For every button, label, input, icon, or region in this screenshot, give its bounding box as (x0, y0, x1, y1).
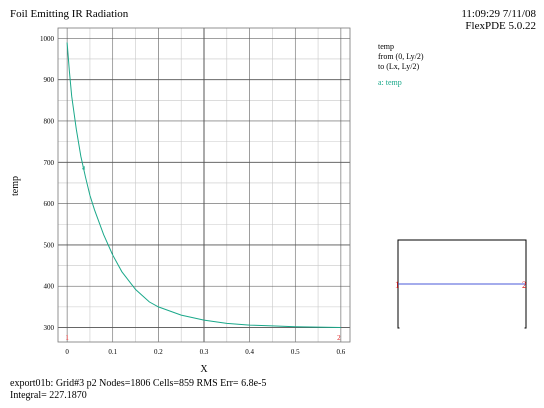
series-line-temp (66, 42, 341, 328)
y-tick-label: 700 (44, 159, 55, 167)
tick-labels: 0 0.1 0.2 0.3 0.4 0.5 0.6 300 400 500 600 700 800 900… (40, 35, 346, 356)
legend-from: from (0, Ly/2) (378, 52, 424, 61)
legend-to: to (Lx, Ly/2) (378, 62, 420, 71)
x-tick-label: 0.4 (245, 348, 254, 356)
axes (57, 27, 351, 343)
x-tick-label: 0.5 (291, 348, 300, 356)
plot-title: Foil Emitting IR Radiation (10, 8, 129, 20)
series-marker-a: a (82, 163, 86, 171)
timestamp: 11:09:29 7/11/08 (461, 8, 536, 20)
legend-variable: temp (378, 42, 394, 51)
grid (58, 28, 350, 342)
y-tick-label: 300 (44, 324, 55, 332)
y-tick-label: 800 (44, 117, 55, 125)
x-tick-label: 0 (65, 348, 69, 356)
y-tick-label: 900 (44, 76, 55, 84)
x-tick-label: 0.2 (154, 348, 163, 356)
legend: temp from (0, Ly/2) to (Lx, Ly/2) a: tem… (378, 42, 424, 88)
y-tick-label: 400 (44, 283, 55, 291)
inset-marker-1: 1 (395, 280, 400, 290)
end-marker-1: 1 (65, 334, 69, 342)
integral-value: Integral= 227.1870 (10, 390, 87, 401)
grid-stats: export01b: Grid#3 p2 Nodes=1806 Cells=85… (10, 378, 267, 389)
x-tick-label: 0.6 (337, 348, 346, 356)
x-tick-label: 0.3 (200, 348, 209, 356)
series-curve: a (66, 42, 341, 328)
footer: export01b: Grid#3 p2 Nodes=1806 Cells=85… (10, 378, 266, 402)
x-tick-label: 0.1 (108, 348, 117, 356)
line-location-inset: 1 2 (395, 239, 527, 330)
y-tick-label: 600 (44, 200, 55, 208)
plot-frame (57, 27, 351, 343)
inset-marker-2: 2 (522, 280, 527, 290)
version-label: FlexPDE 5.0.22 (465, 20, 536, 32)
y-tick-label: 1000 (40, 35, 55, 43)
y-axis-label: temp (10, 176, 21, 196)
y-tick-label: 500 (44, 241, 55, 249)
legend-series-label: a: temp (378, 78, 402, 87)
timestamp-block: 11:09:29 7/11/08 FlexPDE 5.0.22 (461, 8, 536, 32)
inset-bottom-mask (399, 322, 525, 330)
end-marker-2: 2 (337, 334, 341, 342)
x-axis-label: X (200, 364, 208, 375)
